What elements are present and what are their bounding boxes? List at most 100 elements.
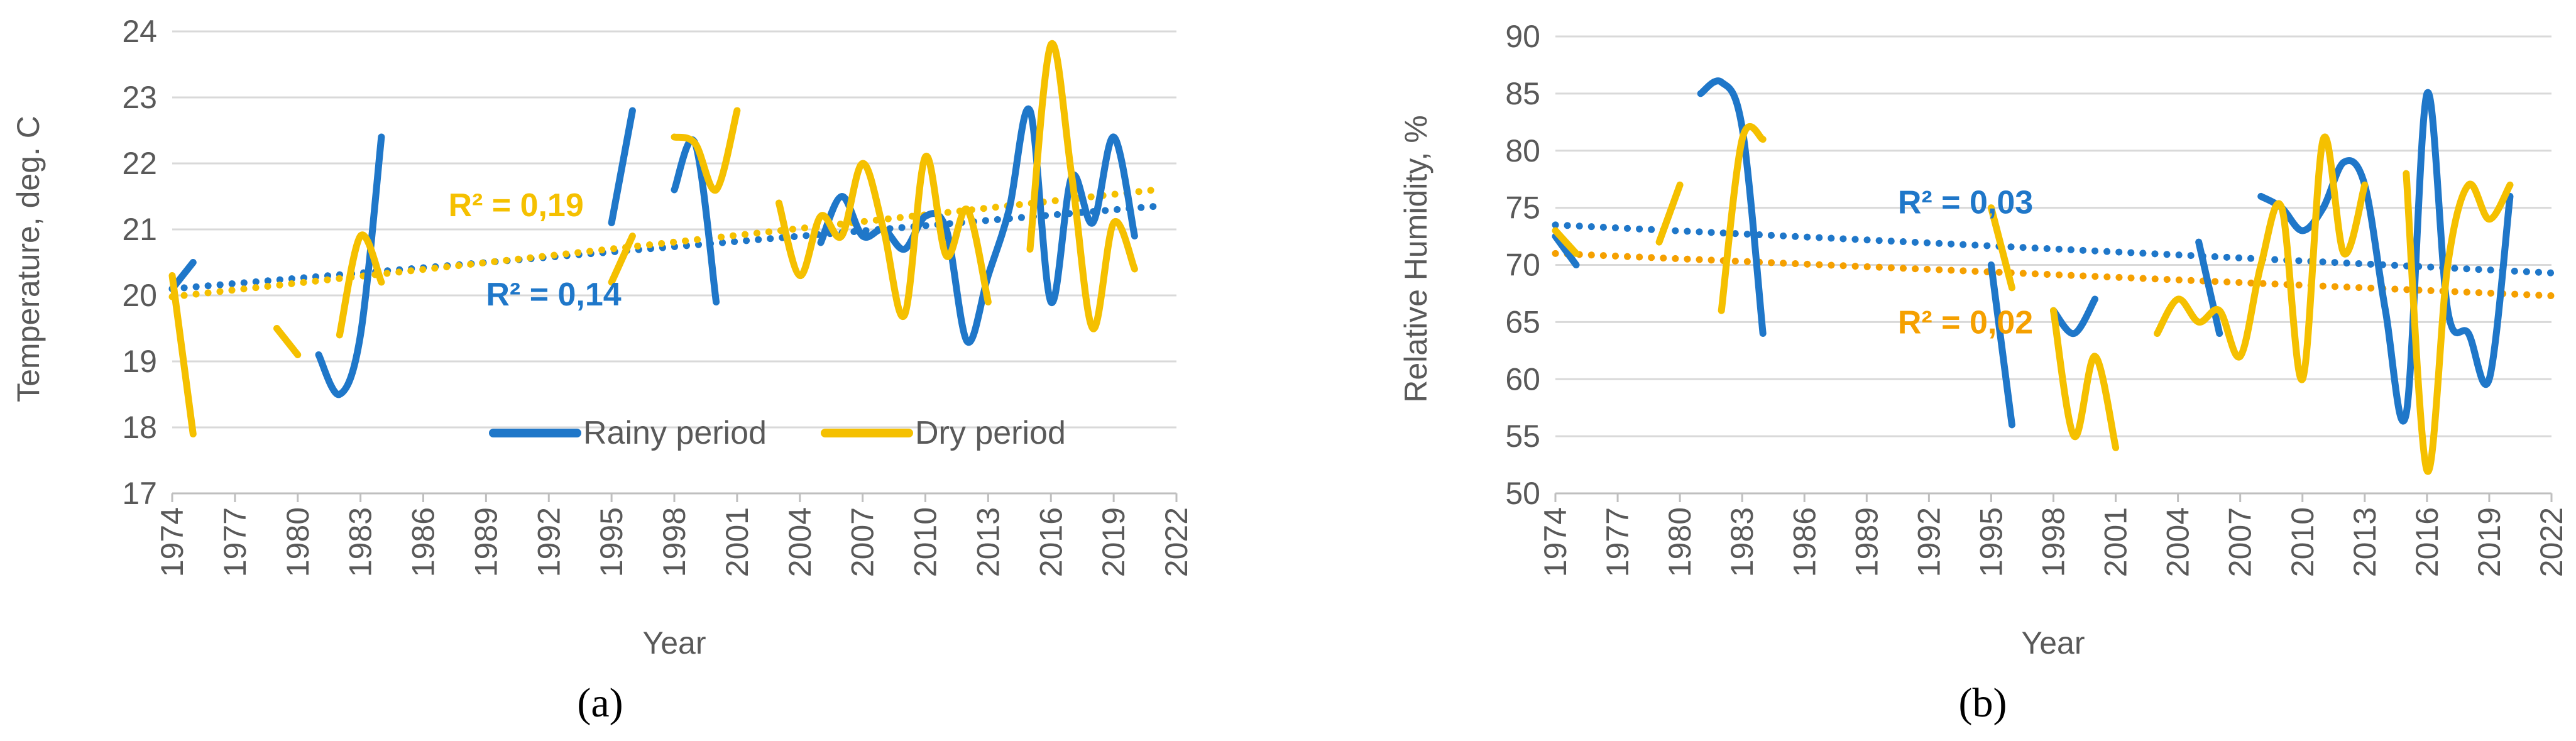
- legend: Rainy period Dry period: [489, 415, 1066, 451]
- series-line-rainy-period: [1552, 233, 1580, 268]
- x-tick-label: 1992: [1911, 507, 1946, 577]
- x-tick-label: 1974: [155, 507, 190, 577]
- series-line-rainy-period: [1987, 261, 2015, 429]
- x-tick-label: 2013: [970, 507, 1006, 577]
- panel-b-trendlines: [1552, 221, 2555, 300]
- x-tick-label: 2010: [2285, 507, 2320, 577]
- x-tick-label: 1995: [594, 507, 629, 577]
- x-tick-label: 2004: [782, 507, 818, 577]
- panel-a-y-axis-label: Temperature, deg. C: [11, 116, 46, 402]
- series-line-dry-period: [2050, 307, 2120, 451]
- series-line-rainy-period: [1697, 77, 1767, 337]
- panel-a-x-tick-labels: 1974 1977 1980 1983 1986 1989 1992 1995 1998 2001…: [155, 493, 1194, 577]
- x-tick-label: 1989: [1849, 507, 1884, 577]
- series-line-dry-period: [775, 153, 992, 321]
- x-tick-label: 2007: [2223, 507, 2258, 577]
- series-line-dry-period: [1552, 227, 1580, 257]
- x-tick-label: 1986: [1787, 507, 1822, 577]
- trendline-rainy: [1552, 221, 2555, 277]
- x-tick-label: 2016: [1033, 507, 1068, 577]
- x-tick-label: 2019: [1096, 507, 1131, 577]
- trendline-rainy: [168, 202, 1159, 292]
- panel-a-r2-annotations: R² = 0,19 R² = 0,14: [448, 187, 621, 313]
- x-tick-label: 1977: [1600, 507, 1635, 577]
- series-line-rainy-period: [2195, 238, 2223, 338]
- series-line-rainy-period: [2257, 89, 2514, 425]
- panel-b-y-tick-labels: 50 55 60 65 70 75 80 85 90: [1505, 19, 1540, 511]
- x-tick-label: 1995: [1973, 507, 2009, 577]
- x-tick-label: 1983: [1724, 507, 1760, 577]
- y-tick-label: 55: [1505, 419, 1540, 454]
- y-tick-label: 24: [122, 14, 157, 49]
- x-tick-label: 2013: [2347, 507, 2382, 577]
- y-tick-label: 22: [122, 146, 157, 181]
- r2-annotation: R² = 0,02: [1898, 305, 2033, 341]
- y-tick-label: 70: [1505, 248, 1540, 283]
- y-tick-label: 17: [122, 476, 157, 511]
- x-tick-label: 2010: [908, 507, 943, 577]
- x-tick-label: 1977: [217, 507, 253, 577]
- r2-annotation: R² = 0,03: [1898, 185, 2033, 221]
- x-tick-label: 1974: [1538, 507, 1573, 577]
- series-line-dry-period: [1987, 204, 2015, 292]
- panel-a-series-lines: [168, 40, 1138, 437]
- x-tick-label: 1989: [468, 507, 503, 577]
- panel-a-caption: (a): [577, 680, 623, 726]
- panel-b-series-lines: [1552, 77, 2514, 475]
- x-tick-label: 1998: [657, 507, 692, 577]
- series-line-dry-period: [273, 325, 302, 358]
- y-tick-label: 60: [1505, 361, 1540, 397]
- y-tick-label: 21: [122, 212, 157, 247]
- series-line-rainy-period: [2050, 295, 2098, 337]
- y-tick-label: 90: [1505, 19, 1540, 54]
- x-tick-label: 2016: [2409, 507, 2445, 577]
- panel-b-gridlines: [1555, 35, 2551, 495]
- panel-b-r2-annotations: R² = 0,03 R² = 0,02: [1898, 185, 2033, 341]
- r2-annotation: R² = 0,19: [448, 187, 583, 224]
- legend-label-dry-period: Dry period: [915, 415, 1066, 451]
- series-line-dry-period: [1718, 123, 1767, 314]
- y-tick-label: 50: [1505, 476, 1540, 511]
- trendline-dry: [1552, 250, 2555, 300]
- panel-b-y-axis-label: Relative Humidity, %: [1398, 115, 1433, 403]
- y-tick-label: 85: [1505, 76, 1540, 111]
- y-tick-label: 18: [122, 410, 157, 445]
- panel-a-trendlines: [168, 186, 1159, 300]
- y-tick-label: 20: [122, 278, 157, 313]
- y-tick-label: 75: [1505, 190, 1540, 226]
- panel-a-gridlines: [172, 30, 1176, 495]
- series-line-rainy-period: [315, 133, 385, 398]
- x-tick-label: 2001: [720, 507, 755, 577]
- x-tick-label: 2019: [2472, 507, 2507, 577]
- series-line-rainy-period: [608, 107, 636, 226]
- series-line-dry-period: [1655, 181, 1684, 246]
- panel-a-x-axis-label: Year: [642, 625, 706, 661]
- panel-a-y-tick-labels: 17 18 19 20 21 22 23 24: [122, 14, 157, 511]
- series-line-dry-period: [1026, 40, 1138, 332]
- x-tick-label: 1983: [343, 507, 378, 577]
- y-tick-label: 65: [1505, 304, 1540, 339]
- x-tick-label: 1998: [2036, 507, 2071, 577]
- panel-a-temperature-chart: 17 18 19 20 21 22 23 24 1974 1977 1980 1983 1986 198…: [11, 14, 1194, 726]
- panel-b-caption: (b): [1959, 680, 2007, 726]
- series-line-dry-period: [671, 107, 741, 194]
- panel-b-x-axis-label: Year: [2021, 625, 2085, 661]
- x-tick-label: 1992: [531, 507, 566, 577]
- legend-label-rainy-period: Rainy period: [583, 415, 767, 451]
- trendline-dry: [168, 186, 1159, 300]
- r2-annotation: R² = 0,14: [486, 277, 621, 313]
- series-line-dry-period: [2403, 170, 2514, 475]
- y-tick-label: 80: [1505, 133, 1540, 168]
- series-line-dry-period: [336, 231, 385, 339]
- x-tick-label: 2022: [1159, 507, 1194, 577]
- x-tick-label: 1986: [406, 507, 441, 577]
- y-tick-label: 19: [122, 344, 157, 379]
- series-line-dry-period: [608, 233, 636, 286]
- x-tick-label: 2022: [2534, 507, 2569, 577]
- x-tick-label: 2007: [845, 507, 880, 577]
- panel-b-x-tick-labels: 1974 1977 1980 1983 1986 1989 1992 1995 1998 2001…: [1538, 493, 2569, 577]
- series-line-dry-period: [2154, 133, 2369, 383]
- y-tick-label: 23: [122, 80, 157, 115]
